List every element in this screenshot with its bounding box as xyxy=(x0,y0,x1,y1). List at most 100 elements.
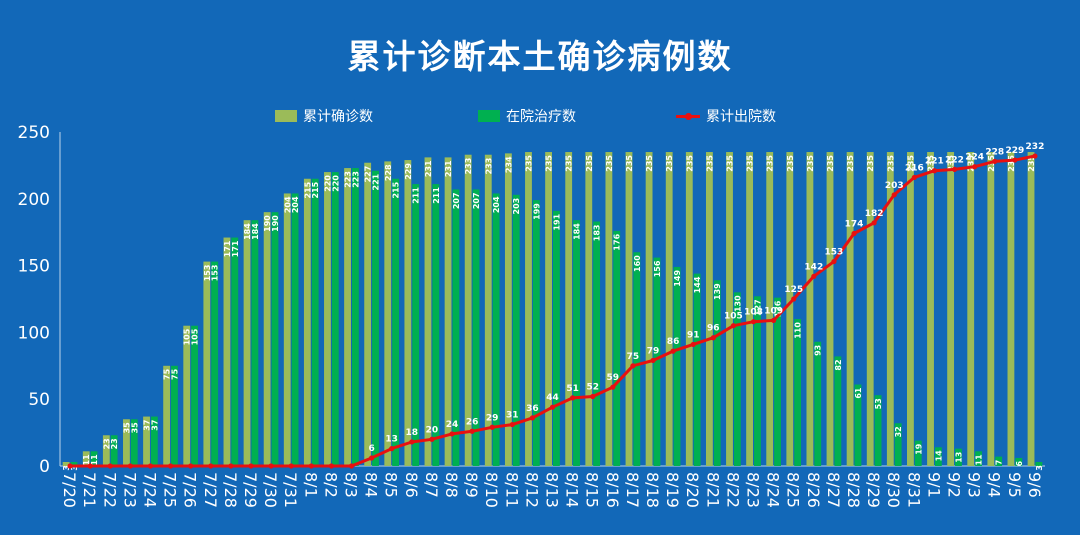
bar-cumulative xyxy=(364,162,372,466)
bar-inhospital xyxy=(291,193,299,466)
x-tick-label: 8/5 xyxy=(382,472,401,498)
line-label-discharged: 203 xyxy=(885,181,904,191)
bar-label-cumulative: 235 xyxy=(585,155,594,172)
point-discharged xyxy=(288,463,294,469)
x-tick-label: 8/8 xyxy=(442,472,461,498)
bar-label-cumulative: 234 xyxy=(504,156,513,173)
bar-inhospital xyxy=(372,170,379,466)
point-discharged xyxy=(690,341,696,348)
bar-label-inhospital: 23 xyxy=(110,438,119,449)
bar-label-cumulative: 235 xyxy=(806,155,815,172)
bar-label-inhospital: 199 xyxy=(532,203,541,220)
x-tick-label: 7/25 xyxy=(161,472,180,508)
x-tick-label: 9/3 xyxy=(965,472,984,498)
point-discharged xyxy=(228,463,234,469)
x-tick-label: 7/28 xyxy=(221,472,240,508)
bar-inhospital xyxy=(512,194,520,467)
point-discharged xyxy=(127,463,133,469)
bar-label-cumulative: 235 xyxy=(605,155,614,172)
bar-label-inhospital: 32 xyxy=(894,426,903,437)
bar-inhospital xyxy=(171,365,178,466)
bar-label-cumulative: 220 xyxy=(323,175,332,192)
bar-cumulative xyxy=(645,152,653,467)
bar-inhospital xyxy=(794,319,802,466)
point-discharged xyxy=(489,424,495,430)
bar-inhospital xyxy=(673,266,681,466)
bar-label-inhospital: 127 xyxy=(753,299,762,316)
bar-cumulative xyxy=(263,212,271,466)
bar-cumulative xyxy=(525,152,532,467)
line-label-discharged: 75 xyxy=(627,352,640,362)
line-label-discharged: 26 xyxy=(466,417,479,427)
bar-inhospital xyxy=(814,341,822,466)
bar-label-cumulative: 204 xyxy=(283,196,292,213)
x-tick-label: 8/31 xyxy=(904,472,923,508)
point-discharged xyxy=(951,166,958,173)
bar-inhospital xyxy=(452,189,460,466)
x-tick-label: 8/24 xyxy=(764,472,783,508)
bar-label-cumulative: 223 xyxy=(344,171,353,188)
bar-cumulative xyxy=(1007,152,1015,467)
x-tick-label: 7/23 xyxy=(120,472,139,508)
bar-cumulative xyxy=(62,461,70,466)
point-discharged xyxy=(630,363,636,369)
point-discharged xyxy=(449,431,455,437)
x-tick-label: 9/2 xyxy=(945,472,964,498)
line-label-discharged: 96 xyxy=(707,324,720,334)
bar-inhospital xyxy=(150,416,158,466)
point-discharged xyxy=(409,439,415,445)
bar-label-inhospital: 93 xyxy=(814,345,823,356)
bar-inhospital xyxy=(492,193,500,466)
bar-label-inhospital: 61 xyxy=(854,387,863,399)
bar-label-inhospital: 13 xyxy=(954,452,963,463)
y-tick-label: 250 xyxy=(18,123,50,143)
bar-label-inhospital: 126 xyxy=(774,300,783,317)
bar-cumulative xyxy=(685,152,693,467)
x-tick-label: 7/21 xyxy=(80,472,99,508)
x-tick-label: 8/1 xyxy=(301,472,320,498)
legend-item-inhospital: 在院治疗数 xyxy=(478,106,576,126)
bar-label-cumulative: 190 xyxy=(263,215,272,232)
line-label-discharged: 125 xyxy=(784,285,803,295)
bar-inhospital xyxy=(874,395,882,466)
legend-label-inhospital: 在院治疗数 xyxy=(506,109,576,125)
bar-label-inhospital: 130 xyxy=(733,295,742,312)
bar-inhospital xyxy=(653,257,661,466)
bar-label-inhospital: 14 xyxy=(934,450,943,462)
line-label-discharged: 36 xyxy=(526,404,539,414)
bar-inhospital xyxy=(934,447,942,466)
bar-inhospital xyxy=(130,419,138,466)
point-discharged xyxy=(529,415,535,421)
bar-cumulative xyxy=(203,261,211,466)
line-label-discharged: 13 xyxy=(385,435,398,445)
bar-cumulative xyxy=(605,152,613,467)
bar-label-inhospital: 11 xyxy=(90,454,99,466)
bar-label-inhospital: 149 xyxy=(673,270,682,287)
point-discharged xyxy=(570,395,576,401)
point-discharged xyxy=(469,428,475,434)
x-tick-label: 7/31 xyxy=(281,472,300,508)
bar-inhospital xyxy=(955,448,962,466)
y-tick-label: 150 xyxy=(18,257,50,277)
bar-cumulative xyxy=(846,152,854,467)
bar-cumulative xyxy=(183,325,191,466)
bar-inhospital xyxy=(412,184,420,466)
x-tick-label: 8/12 xyxy=(522,472,541,508)
point-discharged xyxy=(1012,157,1018,163)
bar-label-cumulative: 235 xyxy=(967,155,976,172)
x-tick-label: 8/19 xyxy=(663,472,682,508)
x-tick-label: 8/9 xyxy=(462,472,481,498)
bar-label-cumulative: 235 xyxy=(786,155,795,172)
x-tick-label: 8/7 xyxy=(422,472,441,498)
bar-label-inhospital: 220 xyxy=(331,175,340,192)
y-tick-label: 200 xyxy=(18,190,50,210)
bar-label-cumulative: 153 xyxy=(203,265,212,282)
x-tick-label: 8/4 xyxy=(362,472,381,498)
point-discharged xyxy=(972,164,978,170)
bar-cumulative xyxy=(283,193,291,466)
point-discharged xyxy=(87,463,93,469)
bar-cumulative xyxy=(223,237,231,466)
y-tick-label: 100 xyxy=(18,323,50,343)
chart-title: 累计诊断本土确诊病例数 xyxy=(347,37,733,76)
bar-label-inhospital: 207 xyxy=(472,192,481,209)
